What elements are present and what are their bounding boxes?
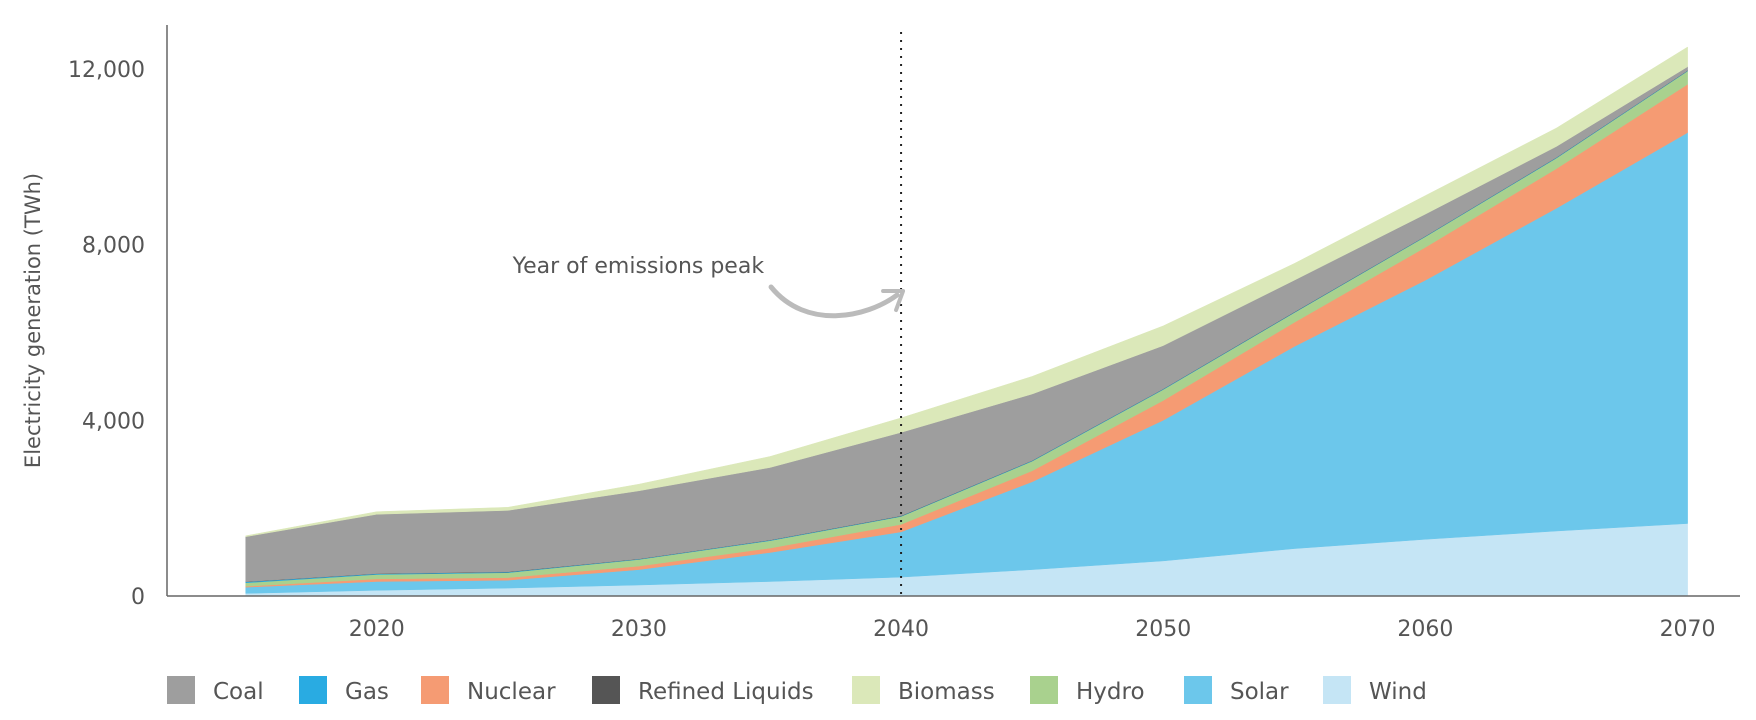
- area-biomass: [245, 46, 1688, 537]
- y-tick-label: 8,000: [82, 234, 145, 259]
- x-tick-label: 2020: [349, 617, 405, 642]
- x-tick-label: 2050: [1135, 617, 1191, 642]
- y-ticks: 0 4,000 8,000 12,000: [68, 58, 145, 610]
- x-ticks: 2020 2030 2040 2050 2060 2070: [349, 617, 1716, 642]
- legend-label-coal: Coal: [213, 679, 264, 705]
- legend-label-biomass: Biomass: [898, 679, 995, 705]
- legend-swatch-biomass: [852, 676, 880, 704]
- curved-arrow-icon: [768, 284, 900, 319]
- legend-swatch-coal: [167, 676, 195, 704]
- annotation-label: Year of emissions peak: [512, 254, 765, 279]
- y-tick-label: 0: [131, 585, 145, 610]
- x-tick-label: 2040: [873, 617, 929, 642]
- y-axis-title: Electricity generation (TWh): [21, 173, 45, 468]
- legend: Coal Gas Nuclear Refined Liquids Biomass Hydr…: [167, 676, 1427, 705]
- legend-label-hydro: Hydro: [1076, 679, 1145, 705]
- axes: [166, 25, 1740, 597]
- legend-label-solar: Solar: [1230, 679, 1289, 705]
- legend-label-gas: Gas: [345, 679, 389, 705]
- annotation: Year of emissions peak: [512, 254, 906, 319]
- x-tick-label: 2030: [611, 617, 667, 642]
- legend-swatch-nuclear: [421, 676, 449, 704]
- y-tick-label: 4,000: [82, 409, 145, 434]
- legend-swatch-refined-liquids: [592, 676, 620, 704]
- legend-label-refined-liquids: Refined Liquids: [638, 679, 814, 705]
- x-tick-label: 2060: [1397, 617, 1453, 642]
- legend-label-wind: Wind: [1369, 679, 1427, 705]
- stacked-areas: [245, 46, 1688, 597]
- legend-swatch-hydro: [1030, 676, 1058, 704]
- legend-swatch-solar: [1184, 676, 1212, 704]
- x-tick-label: 2070: [1660, 617, 1716, 642]
- legend-swatch-gas: [299, 676, 327, 704]
- legend-swatch-wind: [1323, 676, 1351, 704]
- arrowhead-icon: [881, 289, 906, 312]
- legend-label-nuclear: Nuclear: [467, 679, 556, 705]
- y-tick-label: 12,000: [68, 58, 145, 83]
